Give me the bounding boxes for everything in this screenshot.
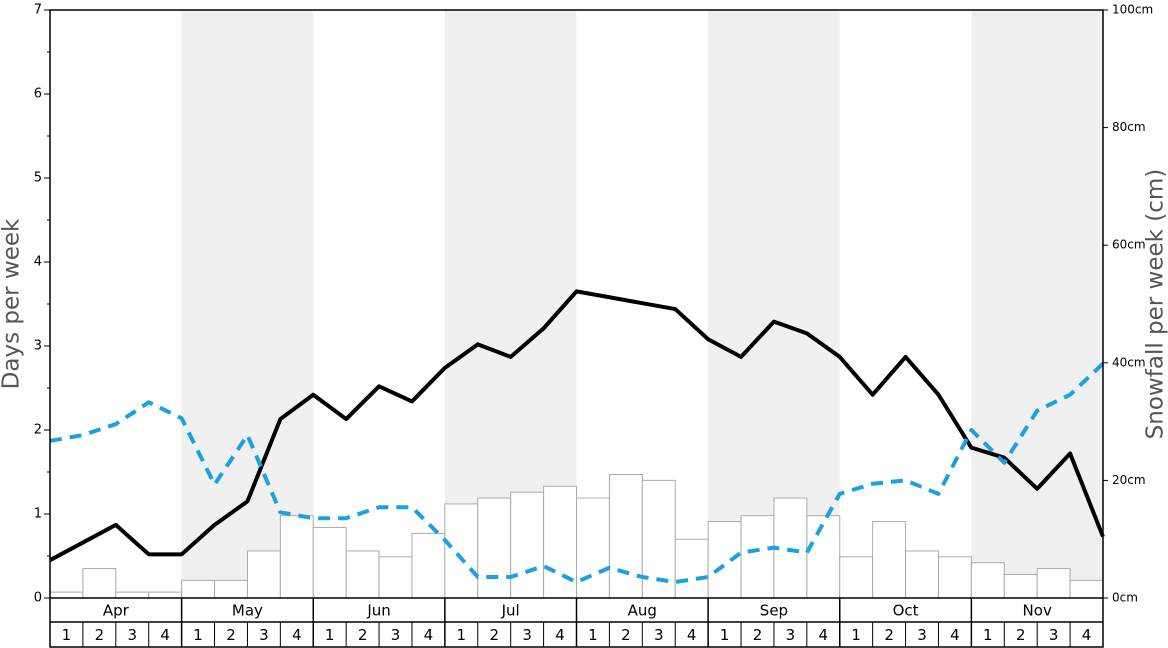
- month-label: Jul: [501, 602, 520, 620]
- bar: [576, 497, 610, 599]
- week-label: 4: [950, 626, 960, 644]
- bar: [806, 515, 841, 599]
- bar: [872, 521, 907, 599]
- month-label: Jun: [366, 602, 390, 620]
- week-label: 1: [983, 626, 993, 644]
- week-label: 3: [1049, 626, 1059, 644]
- bar: [82, 568, 117, 599]
- bar: [1036, 568, 1071, 599]
- week-label: 3: [391, 626, 401, 644]
- week-label: 2: [621, 626, 631, 644]
- week-label: 3: [127, 626, 137, 644]
- month-label: Aug: [628, 602, 657, 620]
- bar: [312, 526, 347, 599]
- week-label: 3: [786, 626, 796, 644]
- week-label: 2: [358, 626, 368, 644]
- week-label: 1: [851, 626, 861, 644]
- bar: [444, 503, 479, 599]
- week-label: 2: [226, 626, 236, 644]
- week-label: 3: [654, 626, 664, 644]
- y-tick-label: 6: [34, 87, 42, 102]
- bar: [707, 521, 742, 599]
- bar: [378, 556, 413, 599]
- y-tick-label: 3: [34, 339, 42, 354]
- month-label: Oct: [893, 602, 919, 620]
- week-label: 3: [917, 626, 927, 644]
- month-label: Nov: [1023, 602, 1052, 620]
- bar: [970, 562, 1005, 599]
- bar: [214, 579, 248, 599]
- week-label: 1: [325, 626, 335, 644]
- bar: [246, 550, 281, 599]
- y-axis-title: Days per week: [0, 218, 25, 389]
- week-label: 2: [884, 626, 894, 644]
- month-band: [971, 10, 1103, 598]
- y-tick-label: 1: [34, 507, 42, 522]
- week-label: 4: [424, 626, 434, 644]
- week-label: 2: [753, 626, 763, 644]
- line-series: [49, 289, 1105, 562]
- y-tick-label: 2: [34, 423, 42, 438]
- week-label: 3: [522, 626, 532, 644]
- week-label: 2: [95, 626, 105, 644]
- week-label: 3: [259, 626, 269, 644]
- week-label: 1: [588, 626, 598, 644]
- week-label: 2: [1016, 626, 1026, 644]
- week-label: 2: [489, 626, 499, 644]
- y2-tick-label: 40cm: [1112, 355, 1146, 369]
- week-label: 4: [555, 626, 565, 644]
- y2-tick-label: 100cm: [1112, 3, 1153, 17]
- y2-tick-label: 0cm: [1112, 591, 1138, 605]
- bar: [1003, 573, 1038, 599]
- bar: [148, 591, 183, 599]
- y2-tick-label: 60cm: [1112, 238, 1146, 252]
- week-label: 1: [193, 626, 203, 644]
- week-label: 1: [62, 626, 72, 644]
- week-label: 1: [720, 626, 730, 644]
- week-label: 1: [457, 626, 467, 644]
- bar: [510, 491, 545, 599]
- month-label: May: [232, 602, 263, 620]
- week-label: 4: [1082, 626, 1092, 644]
- bar: [181, 579, 216, 599]
- bar: [1069, 579, 1104, 599]
- month-band: [181, 10, 314, 598]
- week-label: 4: [819, 626, 829, 644]
- y-tick-label: 0: [34, 591, 42, 606]
- week-label: 4: [160, 626, 170, 644]
- bar: [839, 556, 874, 599]
- bar: [674, 538, 709, 599]
- bar: [477, 497, 512, 599]
- bar: [411, 532, 446, 599]
- y-tick-label: 5: [34, 171, 42, 186]
- y2-tick-label: 80cm: [1112, 120, 1146, 134]
- bar: [608, 474, 643, 599]
- week-label: 4: [687, 626, 697, 644]
- bar: [279, 515, 314, 599]
- week-label: 4: [292, 626, 302, 644]
- bar: [345, 550, 380, 599]
- y-tick-label: 4: [34, 255, 42, 270]
- bar: [49, 591, 84, 599]
- y2-tick-label: 20cm: [1112, 473, 1146, 487]
- y2-axis-title: Snowfall per week (cm): [1143, 169, 1168, 440]
- bar: [115, 591, 150, 599]
- bar: [740, 515, 775, 599]
- month-label: Apr: [103, 602, 130, 620]
- month-label: Sep: [760, 602, 788, 620]
- y-tick-label: 7: [34, 3, 42, 18]
- bar: [905, 550, 939, 599]
- bar: [937, 556, 972, 599]
